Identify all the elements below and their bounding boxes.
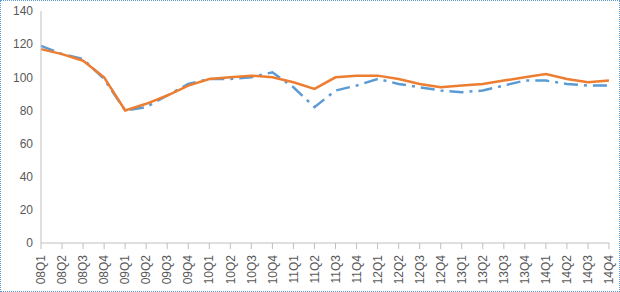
svg-text:14Q4: 14Q4 bbox=[602, 255, 612, 285]
svg-text:09Q4: 09Q4 bbox=[181, 255, 195, 285]
svg-text:09Q3: 09Q3 bbox=[160, 255, 174, 285]
svg-text:10Q2: 10Q2 bbox=[224, 255, 238, 285]
svg-text:11Q4: 11Q4 bbox=[350, 255, 364, 284]
svg-text:10Q1: 10Q1 bbox=[202, 255, 216, 285]
svg-text:11Q1: 11Q1 bbox=[287, 255, 301, 284]
svg-text:13Q3: 13Q3 bbox=[497, 255, 511, 285]
svg-text:11Q3: 11Q3 bbox=[329, 255, 343, 284]
svg-text:13Q2: 13Q2 bbox=[476, 255, 490, 285]
svg-text:12Q2: 12Q2 bbox=[392, 255, 406, 285]
svg-text:09Q1: 09Q1 bbox=[118, 255, 132, 285]
svg-text:40: 40 bbox=[20, 170, 34, 184]
svg-text:12Q3: 12Q3 bbox=[413, 255, 427, 285]
svg-text:140: 140 bbox=[13, 4, 33, 18]
svg-text:12Q1: 12Q1 bbox=[371, 255, 385, 285]
svg-text:13Q4: 13Q4 bbox=[518, 255, 532, 285]
svg-text:08Q4: 08Q4 bbox=[97, 255, 111, 285]
svg-text:14Q1: 14Q1 bbox=[539, 255, 553, 285]
svg-text:10Q4: 10Q4 bbox=[266, 255, 280, 285]
svg-text:11Q2: 11Q2 bbox=[308, 255, 322, 284]
svg-text:13Q1: 13Q1 bbox=[455, 255, 469, 285]
svg-text:14Q2: 14Q2 bbox=[560, 255, 574, 285]
svg-text:08Q3: 08Q3 bbox=[76, 255, 90, 285]
svg-text:0: 0 bbox=[26, 236, 33, 250]
svg-text:14Q3: 14Q3 bbox=[581, 255, 595, 285]
svg-text:120: 120 bbox=[13, 37, 33, 51]
svg-text:12Q4: 12Q4 bbox=[434, 255, 448, 285]
svg-text:08Q1: 08Q1 bbox=[34, 255, 48, 285]
svg-text:80: 80 bbox=[20, 104, 34, 118]
svg-text:20: 20 bbox=[20, 203, 34, 217]
svg-text:100: 100 bbox=[13, 71, 33, 85]
svg-text:10Q3: 10Q3 bbox=[245, 255, 259, 285]
svg-text:08Q2: 08Q2 bbox=[55, 255, 69, 285]
svg-text:60: 60 bbox=[20, 137, 34, 151]
svg-text:09Q2: 09Q2 bbox=[139, 255, 153, 285]
